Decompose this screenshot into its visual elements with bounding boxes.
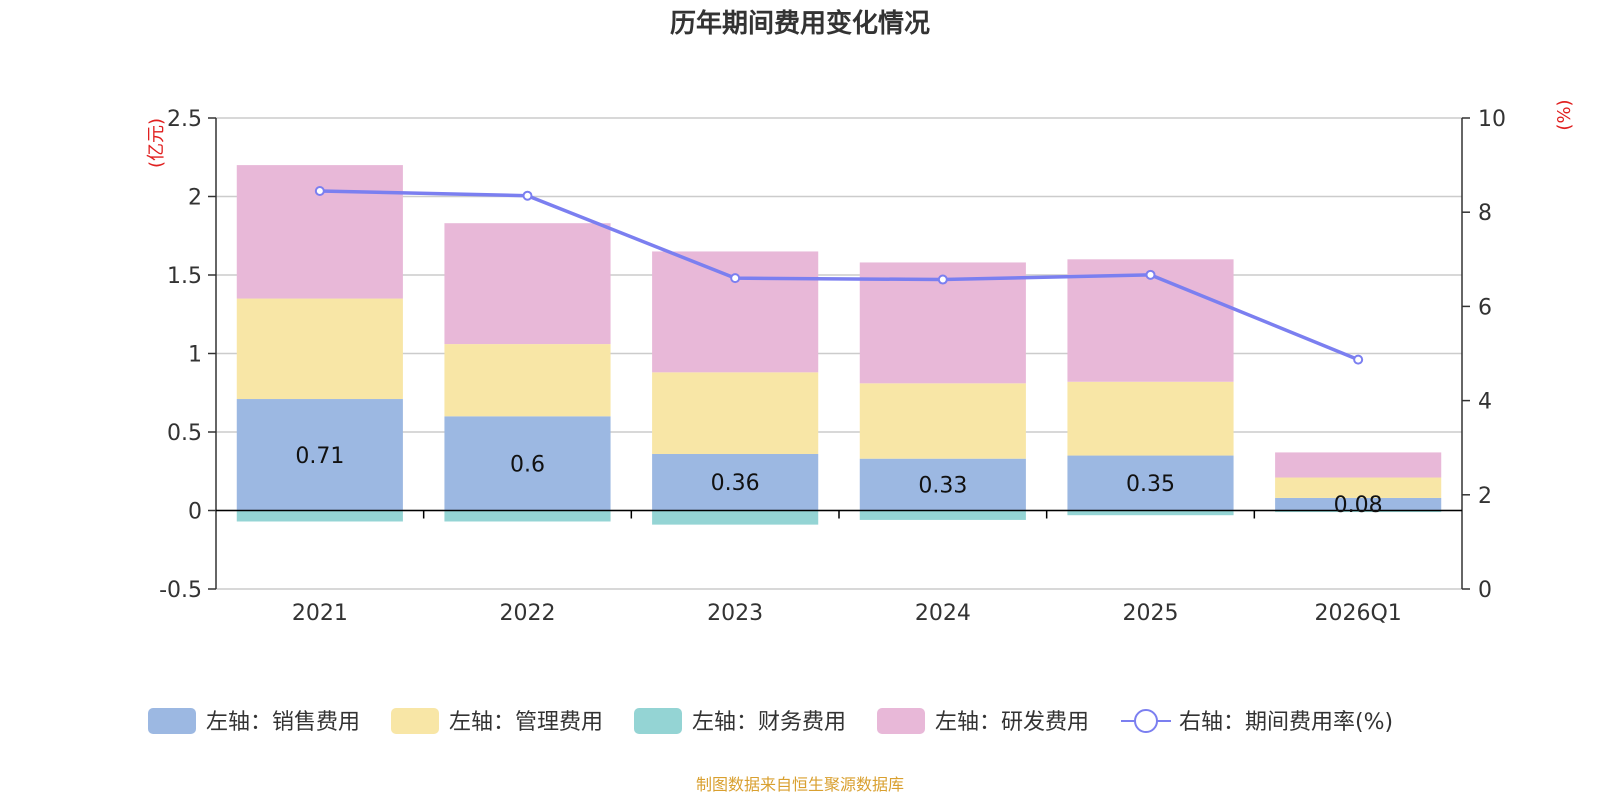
legend-swatch[interactable] bbox=[634, 708, 682, 734]
rate-point[interactable] bbox=[314, 186, 325, 197]
left-tick-label: 0.5 bbox=[167, 421, 202, 446]
legend-swatch[interactable] bbox=[148, 708, 196, 734]
bar-2-2023[interactable] bbox=[652, 372, 819, 454]
bar-3-2026Q1[interactable] bbox=[1275, 510, 1442, 513]
legend-label[interactable]: 左轴：研发费用 bbox=[935, 710, 1089, 735]
legend-label[interactable]: 右轴：期间费用率(%) bbox=[1179, 710, 1393, 735]
right-tick-label: 4 bbox=[1478, 390, 1492, 415]
chart-title: 历年期间费用变化情况 bbox=[670, 8, 930, 39]
bar-4-2023[interactable] bbox=[652, 251, 819, 373]
bar-1-2024[interactable] bbox=[859, 458, 1026, 511]
rate-point[interactable] bbox=[937, 274, 948, 285]
legend-swatch[interactable] bbox=[877, 708, 925, 734]
legend-label[interactable]: 左轴：管理费用 bbox=[449, 710, 603, 735]
rate-point[interactable] bbox=[522, 190, 533, 201]
bar-1-2025[interactable] bbox=[1067, 455, 1234, 511]
legend-label[interactable]: 左轴：财务费用 bbox=[692, 710, 846, 735]
x-tick-label: 2021 bbox=[292, 601, 348, 626]
bar-3-2022[interactable] bbox=[444, 510, 611, 522]
left-tick-label: 1.5 bbox=[167, 264, 202, 289]
line-series bbox=[314, 186, 1364, 365]
legend-marker[interactable] bbox=[1134, 709, 1158, 733]
bar-1-2022[interactable] bbox=[444, 416, 611, 511]
rate-point[interactable] bbox=[730, 273, 741, 284]
left-tick-label: 2.5 bbox=[167, 107, 202, 132]
data-source-note: 制图数据来自恒生聚源数据库 bbox=[696, 775, 904, 794]
left-tick-label: -0.5 bbox=[159, 578, 202, 603]
bar-4-2022[interactable] bbox=[444, 223, 611, 345]
bar-3-2023[interactable] bbox=[652, 510, 819, 525]
rate-point[interactable] bbox=[1145, 269, 1156, 280]
x-tick-label: 2024 bbox=[915, 601, 971, 626]
bar-series bbox=[236, 165, 1442, 525]
right-tick-label: 8 bbox=[1478, 201, 1492, 226]
bar-2-2026Q1[interactable] bbox=[1275, 477, 1442, 498]
rate-line bbox=[319, 189, 1359, 362]
left-tick-label: 1 bbox=[188, 343, 202, 368]
bar-3-2021[interactable] bbox=[236, 510, 403, 522]
bar-2-2024[interactable] bbox=[859, 383, 1026, 459]
data-labels: 0.71 0.6 0.36 0.33 0.35 0.08 bbox=[295, 444, 1382, 518]
left-axis-unit: (亿元) bbox=[146, 118, 167, 168]
bar-2-2021[interactable] bbox=[236, 298, 403, 400]
bar-value-label: 0.6 bbox=[510, 452, 545, 477]
x-tick-label: 2023 bbox=[707, 601, 763, 626]
bar-4-2021[interactable] bbox=[236, 165, 403, 299]
bar-1-2026Q1[interactable] bbox=[1275, 497, 1442, 511]
bar-value-label: 0.08 bbox=[1334, 493, 1383, 518]
bar-2-2025[interactable] bbox=[1067, 381, 1234, 456]
legend-swatch[interactable] bbox=[391, 708, 439, 734]
legend-label[interactable]: 左轴：销售费用 bbox=[206, 710, 360, 735]
bar-value-label: 0.35 bbox=[1126, 472, 1175, 497]
rate-point[interactable] bbox=[1353, 354, 1364, 365]
bar-1-2021[interactable] bbox=[236, 399, 403, 511]
right-tick-label: 10 bbox=[1478, 107, 1506, 132]
legend[interactable]: 左轴：销售费用 左轴：管理费用 左轴：财务费用 左轴：研发费用 右轴：期间费用率(%) bbox=[148, 708, 1393, 735]
right-tick-label: 0 bbox=[1478, 578, 1492, 603]
bar-value-label: 0.36 bbox=[711, 471, 760, 496]
bar-1-2023[interactable] bbox=[652, 453, 819, 511]
x-tick-label: 2026Q1 bbox=[1315, 601, 1402, 626]
x-tick-label: 2025 bbox=[1123, 601, 1179, 626]
right-axis-unit: (%) bbox=[1554, 99, 1575, 130]
x-tick-label: 2022 bbox=[500, 601, 556, 626]
bar-value-label: 0.71 bbox=[295, 444, 344, 469]
left-tick-label: 2 bbox=[188, 186, 202, 211]
right-tick-label: 6 bbox=[1478, 295, 1492, 320]
left-tick-label: 0 bbox=[188, 500, 202, 525]
bar-2-2022[interactable] bbox=[444, 344, 611, 417]
bar-3-2025[interactable] bbox=[1067, 510, 1234, 516]
axes: 2.5 2 1.5 1 0.5 0 -0.5 10 8 6 4 2 0 2021 2022 2023 2024 2… bbox=[159, 107, 1506, 626]
bar-3-2024[interactable] bbox=[859, 510, 1026, 520]
bar-4-2026Q1[interactable] bbox=[1275, 452, 1442, 478]
bar-value-label: 0.33 bbox=[918, 474, 967, 499]
right-tick-label: 2 bbox=[1478, 484, 1492, 509]
